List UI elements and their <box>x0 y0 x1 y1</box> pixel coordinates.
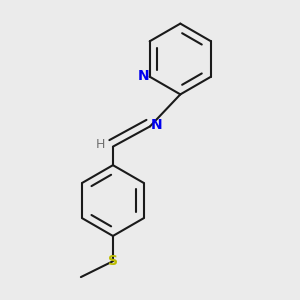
Text: N: N <box>150 118 162 132</box>
Text: S: S <box>108 254 118 268</box>
Text: H: H <box>96 138 106 152</box>
Text: N: N <box>138 69 149 83</box>
